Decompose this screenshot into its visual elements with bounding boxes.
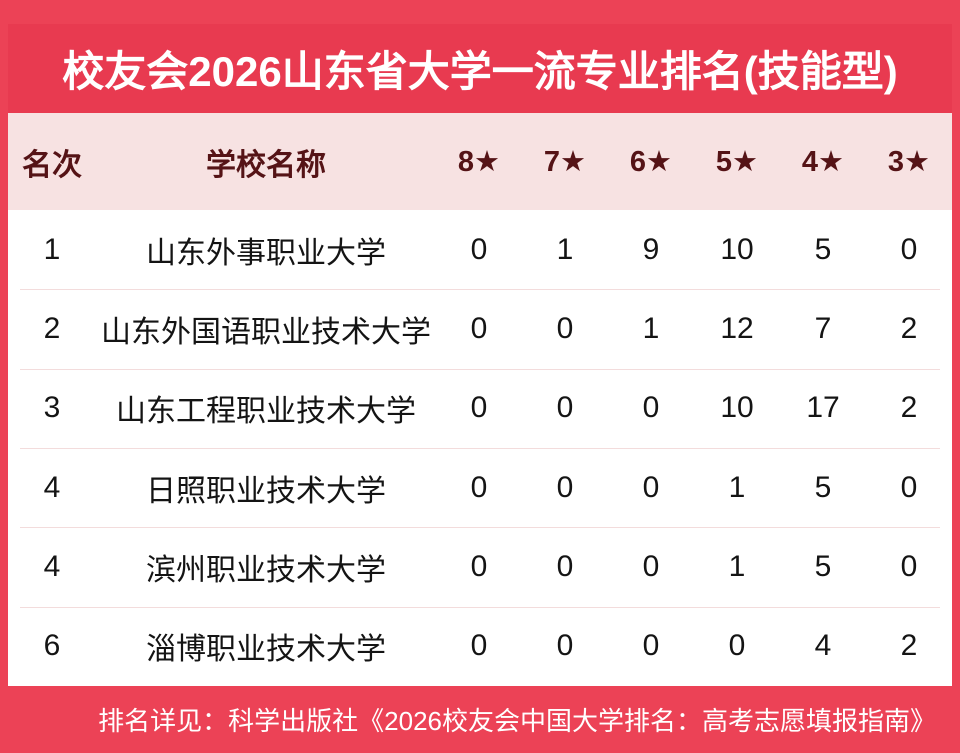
footnote: 排名详见：科学出版社《2026校友会中国大学排名：高考志愿填报指南》 [98, 706, 936, 736]
rank-cell: 6 [43, 629, 61, 663]
ranking-table: 名次 学校名称 8★ 7★ 6★ 5★ 4★ 3★ 1 山东外事职业大学 0 1 9 10… [8, 113, 952, 686]
page-title: 校友会2026山东省大学一流专业排名(技能型) [62, 48, 898, 95]
star-value-cell: 0 [642, 549, 660, 583]
rank-cell: 1 [43, 232, 61, 266]
rank-cell: 4 [43, 549, 61, 583]
star-value-cell: 5 [814, 470, 832, 504]
star-value-cell: 0 [556, 629, 574, 663]
star-value-cell: 5 [814, 549, 832, 583]
table-row: 4 日照职业技术大学 0 0 0 1 5 0 [8, 447, 952, 527]
header-5-star: 5★ [715, 146, 759, 178]
rank-cell: 2 [43, 311, 61, 345]
rank-cell: 3 [43, 391, 61, 425]
star-value-cell: 0 [470, 629, 488, 663]
star-value-cell: 0 [470, 549, 488, 583]
star-value-cell: 1 [728, 549, 746, 583]
star-value-cell: 0 [900, 470, 918, 504]
star-value-cell: 0 [470, 311, 488, 345]
star-value-cell: 0 [470, 232, 488, 266]
star-value-cell: 0 [556, 470, 574, 504]
star-value-cell: 0 [642, 470, 660, 504]
star-value-cell: 0 [900, 549, 918, 583]
star-value-cell: 1 [728, 470, 746, 504]
star-value-cell: 7 [814, 311, 832, 345]
school-cell: 淄博职业技术大学 [146, 633, 386, 667]
header-8-star: 8★ [457, 146, 501, 178]
star-value-cell: 0 [470, 391, 488, 425]
star-value-cell: 12 [720, 311, 754, 345]
header-rank: 名次 [22, 148, 82, 182]
star-value-cell: 2 [900, 629, 918, 663]
table-row: 2 山东外国语职业技术大学 0 0 1 12 7 2 [8, 289, 952, 368]
school-cell: 山东外事职业大学 [146, 236, 386, 270]
star-value-cell: 0 [556, 391, 574, 425]
star-value-cell: 0 [728, 629, 746, 663]
star-value-cell: 4 [814, 629, 832, 663]
table-header-row: 名次 学校名称 8★ 7★ 6★ 5★ 4★ 3★ [8, 113, 952, 210]
table-row: 1 山东外事职业大学 0 1 9 10 5 0 [8, 210, 952, 289]
header-4-star: 4★ [801, 146, 845, 178]
header-3-star: 3★ [887, 146, 931, 178]
star-value-cell: 0 [642, 391, 660, 425]
table-row: 4 滨州职业技术大学 0 0 0 1 5 0 [8, 527, 952, 606]
star-value-cell: 0 [556, 311, 574, 345]
table-body: 1 山东外事职业大学 0 1 9 10 5 0 2 山东外国语职业技术大学 0 0 1 12 7 2 3 山东工程… [8, 210, 952, 686]
table-row: 6 淄博职业技术大学 0 0 0 0 4 2 [8, 606, 952, 686]
star-value-cell: 9 [642, 232, 660, 266]
header-7-star: 7★ [543, 146, 587, 178]
star-value-cell: 0 [470, 470, 488, 504]
header-6-star: 6★ [629, 146, 673, 178]
school-cell: 滨州职业技术大学 [146, 553, 386, 587]
school-cell: 山东工程职业技术大学 [116, 395, 416, 429]
table-row: 3 山东工程职业技术大学 0 0 0 10 17 2 [8, 368, 952, 448]
star-value-cell: 5 [814, 232, 832, 266]
school-cell: 山东外国语职业技术大学 [101, 315, 431, 349]
rank-cell: 4 [43, 470, 61, 504]
school-cell: 日照职业技术大学 [146, 474, 386, 508]
star-value-cell: 10 [720, 391, 754, 425]
star-value-cell: 0 [556, 549, 574, 583]
star-value-cell: 1 [556, 232, 574, 266]
star-value-cell: 2 [900, 311, 918, 345]
star-value-cell: 0 [900, 232, 918, 266]
header-school: 学校名称 [206, 148, 326, 182]
star-value-cell: 2 [900, 391, 918, 425]
star-value-cell: 1 [642, 311, 660, 345]
title-banner: 校友会2026山东省大学一流专业排名(技能型) [8, 24, 952, 113]
star-value-cell: 17 [806, 391, 840, 425]
star-value-cell: 10 [720, 232, 754, 266]
star-value-cell: 0 [642, 629, 660, 663]
